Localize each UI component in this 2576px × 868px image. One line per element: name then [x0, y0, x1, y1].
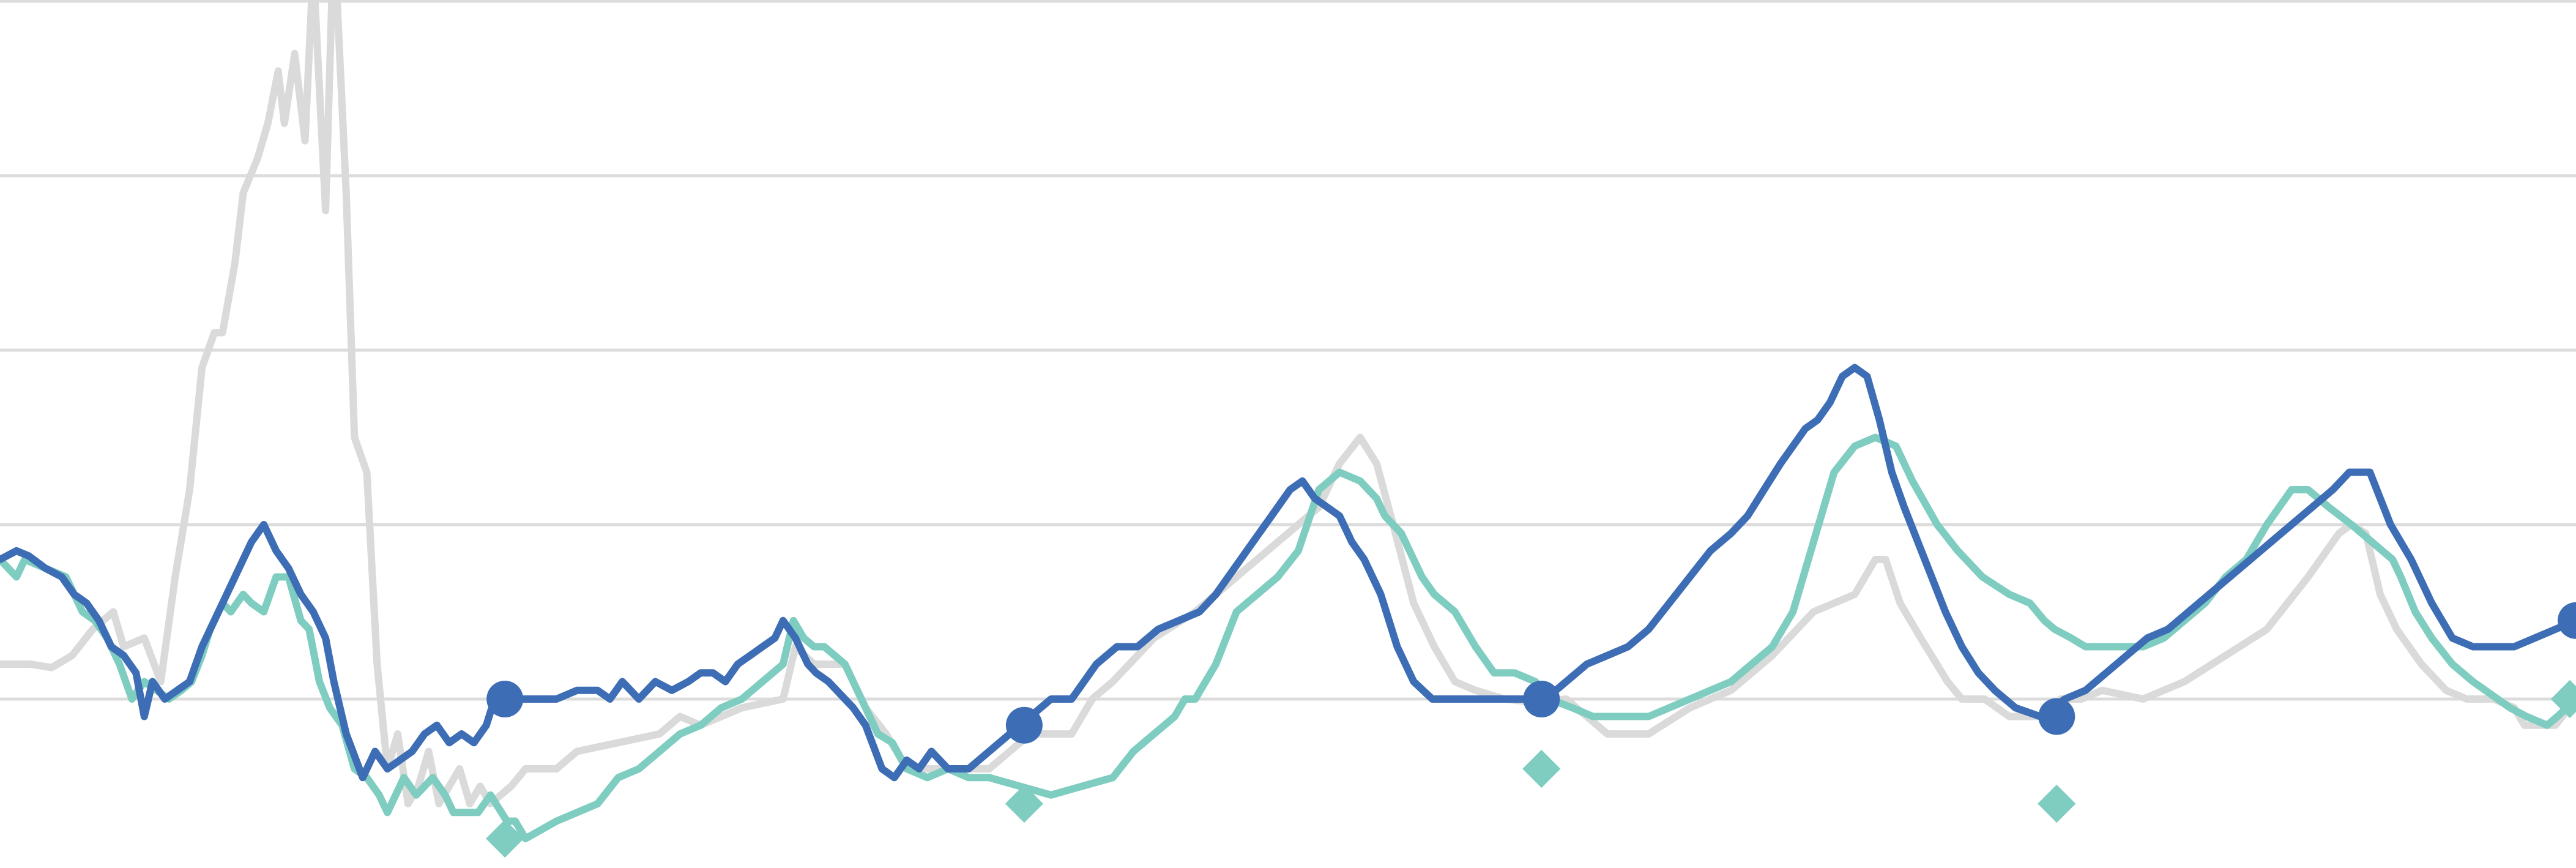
series-3-marker-4: [2038, 698, 2075, 735]
series-2-marker-5: [2550, 679, 2576, 719]
series-line-3: [0, 364, 2576, 782]
series-2-marker-3: [1522, 749, 1561, 788]
series-line-1: [0, 0, 2576, 807]
series-2-marker-4: [2038, 784, 2076, 823]
series-3-marker-5: [2558, 602, 2576, 639]
series-2-marker-1: [486, 819, 524, 858]
gridlines: [0, 0, 2576, 701]
series-lines: [0, 0, 2576, 842]
series-3-marker-3: [1523, 681, 1560, 717]
series-3-marker-2: [1005, 706, 1043, 744]
series-3-marker-1: [486, 681, 524, 717]
